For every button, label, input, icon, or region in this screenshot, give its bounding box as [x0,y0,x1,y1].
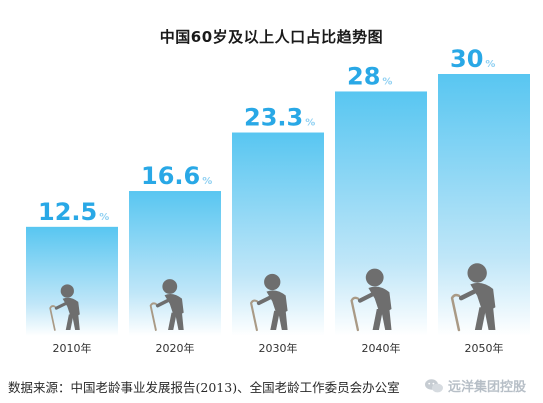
value-unit: % [485,59,495,70]
elderly-person-icon [49,284,80,331]
elderly-person-icon [149,279,184,331]
source-note: 数据来源：中国老龄事业发展报告(2013)、全国老龄工作委员会办公室 [8,380,400,395]
value-unit: % [202,176,212,187]
chart-title: 中国60岁及以上人口占比趋势图 [159,28,384,46]
value-label: 23.3% [244,104,315,132]
x-axis-ticks: 2010年 2020年 2030年 2040年 2050年 [53,341,504,355]
elderly-person-icon [350,268,392,332]
value-label: 28% [347,62,392,90]
watermark: 远洋集团控股 [424,376,526,395]
wechat-logo-icon [425,378,443,392]
x-tick-label: 2040年 [362,341,401,355]
elderly-person-icon [250,273,288,332]
value-label: 12.5% [38,198,109,226]
watermark-text: 远洋集团控股 [448,380,527,395]
value-label: 16.6% [141,162,212,190]
elderly-figures-layer [49,263,496,332]
value-unit: % [305,118,315,129]
x-tick-label: 2030年 [259,341,298,355]
x-tick-label: 2020年 [156,341,195,355]
value-unit: % [382,76,392,87]
x-tick-label: 2010年 [53,341,92,355]
x-tick-label: 2050年 [465,341,504,355]
value-label: 30% [450,45,495,73]
value-unit: % [99,212,109,223]
elderly-person-icon [450,263,496,332]
